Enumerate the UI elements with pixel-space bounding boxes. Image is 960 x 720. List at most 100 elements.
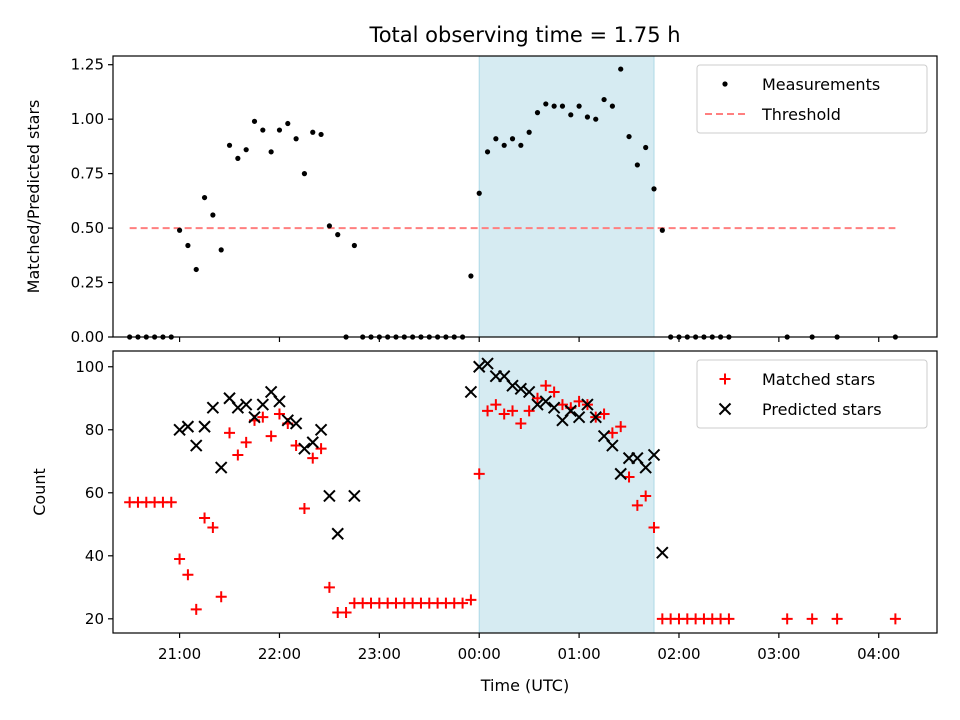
measurement-point (659, 227, 665, 233)
legend-label: Predicted stars (762, 400, 882, 419)
matched-star-point (781, 613, 793, 625)
matched-star-point (307, 452, 319, 464)
matched-star-point (606, 427, 618, 439)
ratio-y-tick-label: 0.50 (71, 219, 104, 237)
x-tick-label: 04:00 (857, 645, 900, 663)
predicted-star-point (539, 395, 553, 408)
predicted-star-point (331, 527, 344, 540)
predicted-star-point (298, 442, 311, 455)
matched-star-point (165, 496, 177, 508)
legend-box (696, 359, 928, 429)
measurement-point (618, 66, 624, 72)
matched-star-point (215, 591, 227, 603)
predicted-star-point (214, 461, 228, 474)
measurement-point (493, 136, 499, 142)
count-y-axis-label: Count (30, 468, 49, 516)
matched-star-point (473, 468, 485, 480)
legend-label: Matched stars (762, 370, 875, 389)
matched-star-point (507, 405, 519, 417)
matched-star-point (457, 597, 469, 609)
ratio-y-tick-label: 1.00 (71, 110, 104, 128)
predicted-star-point (273, 395, 286, 408)
predicted-star-point (639, 461, 652, 474)
measurement-point (176, 227, 183, 233)
predicted-star-point (181, 420, 195, 433)
predicted-star-point (173, 423, 186, 436)
matched-star-point (340, 607, 352, 619)
matched-star-point (723, 613, 735, 625)
predicted-star-point (647, 448, 661, 462)
measurement-point (185, 242, 191, 249)
matched-star-point (182, 569, 194, 581)
predicted-star-point (248, 410, 261, 424)
x-tick-label: 00:00 (458, 645, 501, 663)
predicted-star-point (190, 439, 203, 452)
measurement-point (226, 142, 233, 148)
measurement-point (559, 103, 566, 109)
predicted-star-point (289, 417, 303, 430)
matched-star-point (623, 471, 635, 483)
predicted-star-point (506, 379, 519, 392)
matched-star-point (465, 594, 477, 606)
predicted-star-point (256, 398, 270, 411)
measurement-point (326, 223, 333, 229)
ratio-y-tick-label: 0.75 (71, 165, 104, 183)
measurement-point (484, 149, 491, 155)
measurement-point (584, 114, 591, 120)
predicted-star-point (572, 410, 586, 424)
ratio-panel-axes: 0.00 0.25 0.50 0.75 1.00 1.25 (71, 55, 938, 346)
count-y-tick-label: 20 (85, 610, 104, 628)
chart-title: Total observing time = 1.75 h (368, 23, 680, 47)
matched-star-point (831, 613, 843, 625)
predicted-star-point (547, 401, 561, 414)
measurement-point (593, 116, 599, 122)
legend-plus-marker (719, 373, 731, 385)
legend-x-marker (718, 402, 732, 416)
measurement-point (243, 147, 249, 153)
measurement-point (310, 129, 316, 135)
predicted-star-point (606, 439, 619, 452)
matched-star-point (199, 512, 211, 524)
matched-star-point (224, 427, 236, 439)
measurement-point (626, 133, 632, 140)
ratio-y-tick-label: 0.00 (71, 328, 104, 346)
x-tick-label: 02:00 (657, 645, 700, 663)
predicted-star-point (581, 398, 594, 411)
ratio-y-tick-label: 1.25 (71, 56, 104, 74)
measurement-point (210, 212, 216, 218)
measurement-point (551, 103, 557, 109)
count-panel: 20 40 60 80 100 21:00 22:00 23:00 00:00 01:00 02:0… (30, 350, 938, 695)
x-tick-label: 21:00 (158, 645, 201, 663)
predicted-star-point (464, 385, 478, 399)
matched-star-point (548, 386, 560, 398)
measurement-point (193, 266, 199, 273)
matched-star-point (207, 521, 219, 533)
predicted-star-point (281, 414, 294, 427)
measurement-point (643, 144, 649, 151)
predicted-star-point (314, 423, 328, 436)
matched-star-point (523, 405, 535, 417)
matched-star-point (315, 443, 327, 455)
count-y-tick-label: 100 (75, 358, 104, 376)
measurement-point (251, 118, 258, 124)
predicted-star-point (239, 398, 253, 411)
measurement-point (609, 103, 615, 109)
matched-star-point (631, 499, 643, 511)
matched-star-point (531, 392, 543, 404)
ratio-y-axis-label: Matched/Predicted stars (24, 100, 43, 294)
predicted-star-point (589, 410, 602, 424)
measurement-point (518, 142, 524, 148)
matched-star-point (174, 553, 186, 565)
matched-star-point (498, 408, 510, 420)
matched-star-point (640, 490, 652, 502)
count-legend: Matched stars Predicted stars (696, 359, 928, 429)
measurement-point (293, 136, 299, 142)
measurement-point (509, 136, 516, 142)
ratio-y-tick-label: 0.25 (71, 274, 104, 292)
x-tick-label: 23:00 (358, 645, 401, 663)
matched-star-point (240, 436, 252, 448)
measurement-point (351, 242, 357, 249)
predicted-star-point (614, 467, 627, 481)
shaded-interval-band (478, 55, 655, 338)
